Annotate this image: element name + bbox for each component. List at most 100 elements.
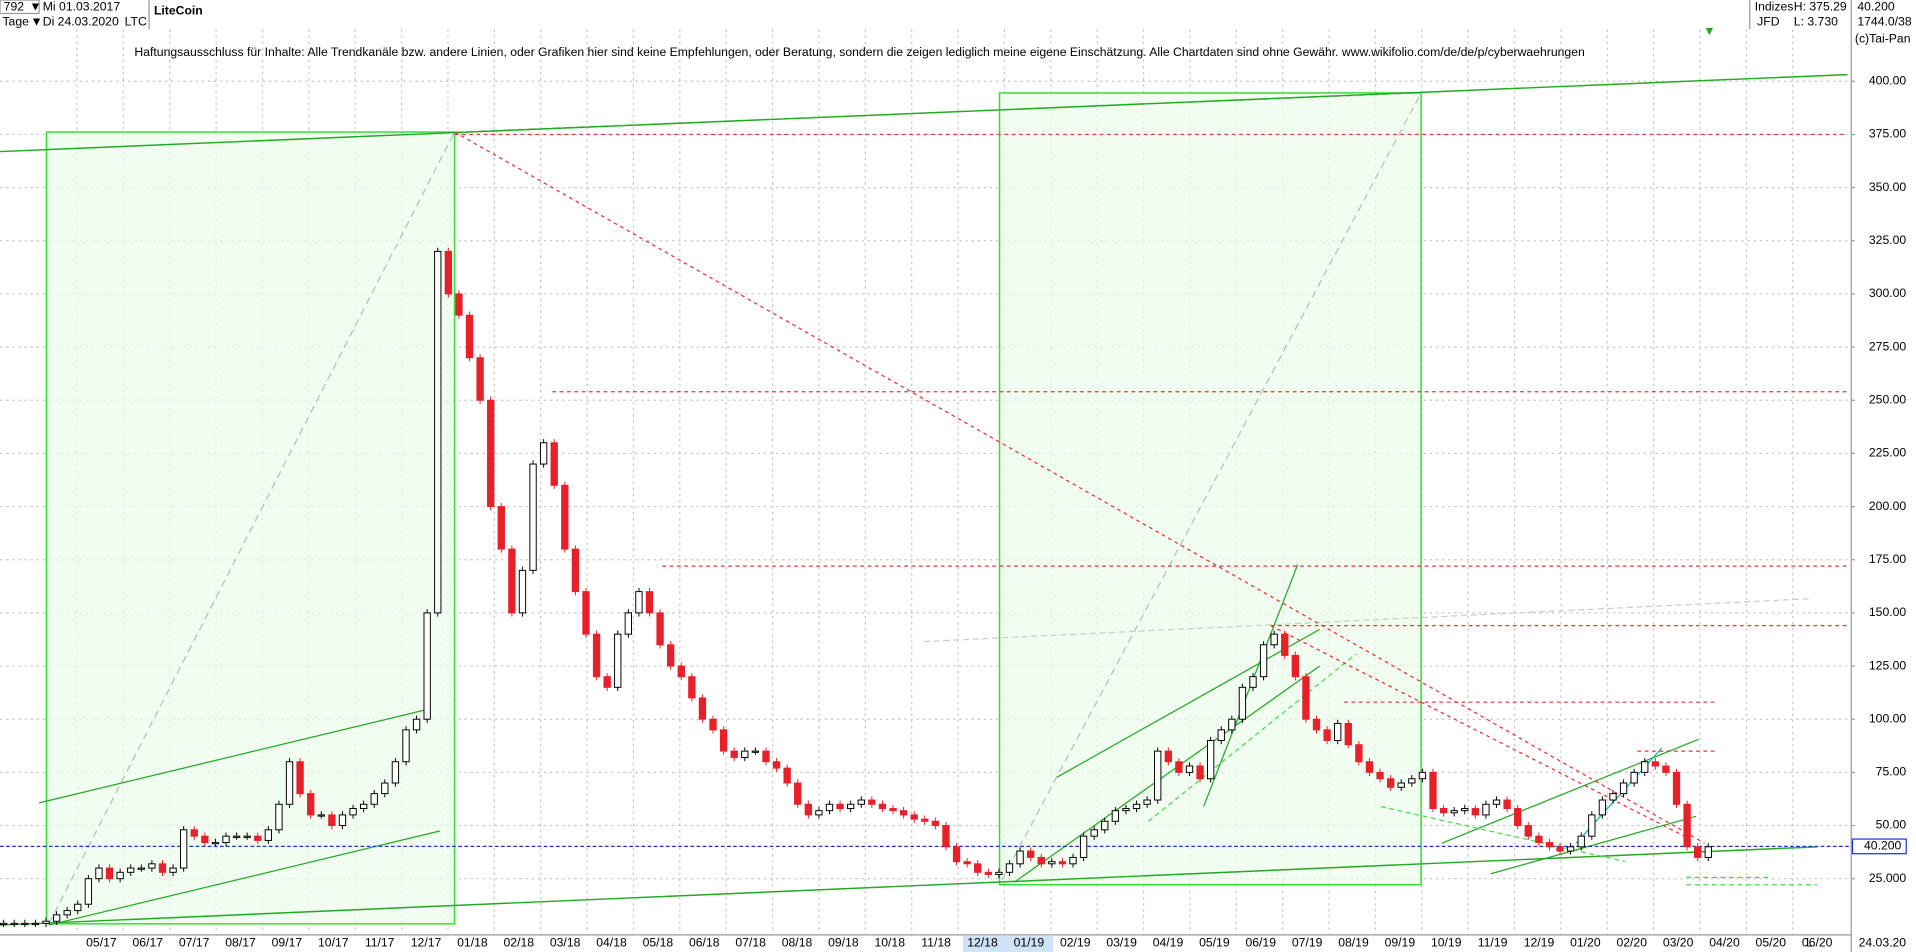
candle — [582, 591, 590, 635]
x-tick-label: 12/17 — [411, 936, 442, 950]
candle — [158, 863, 167, 873]
candle — [1482, 803, 1490, 816]
candle — [868, 799, 876, 805]
low: L: 3.730 — [1794, 14, 1838, 28]
candle — [730, 750, 738, 758]
trend-line — [1490, 815, 1697, 875]
candle — [1365, 761, 1374, 773]
marker: ▼ — [1703, 24, 1715, 38]
candle — [190, 829, 198, 837]
candle — [1154, 750, 1162, 801]
x-tick-label: 09/17 — [272, 936, 303, 950]
candle — [338, 814, 347, 827]
x-tick-label: 04/19 — [1153, 936, 1184, 950]
candle — [931, 820, 940, 827]
candle — [359, 803, 368, 810]
candles — [0, 247, 1712, 928]
x-tick-label: 01/18 — [457, 936, 488, 950]
diagonal — [1001, 92, 1422, 881]
last: 40.200 — [1857, 0, 1895, 14]
candle — [1090, 829, 1098, 837]
candle — [539, 442, 548, 465]
candle — [1058, 861, 1067, 865]
end-date-axis: 24.03.20 — [1859, 936, 1907, 950]
y-tick-label: 225.00 — [1869, 446, 1907, 460]
brand: (c)Tai-Pan — [1855, 31, 1911, 45]
current-label: 40.200 — [1864, 839, 1902, 853]
candle — [1334, 722, 1342, 741]
y-tick-label: 75.00 — [1876, 765, 1907, 779]
candle — [1016, 850, 1024, 865]
stats: 1744.0/38 — [1857, 14, 1912, 28]
candle — [719, 729, 728, 752]
candle — [1175, 761, 1183, 773]
x-tick-label: 10/17 — [318, 936, 349, 950]
x-tick-label: 02/18 — [504, 936, 535, 950]
candle — [529, 463, 537, 571]
candle — [1132, 803, 1141, 810]
candle — [677, 665, 685, 678]
candle — [1048, 861, 1056, 865]
x-tick-label: 09/18 — [828, 936, 859, 950]
high: H: 375.29 — [1794, 0, 1847, 14]
candle — [1566, 846, 1575, 852]
candle — [688, 676, 696, 699]
candle — [878, 803, 887, 810]
candle — [148, 863, 156, 869]
x-tick-label: 04/20 — [1709, 936, 1740, 950]
candle — [1281, 633, 1289, 656]
end-date: Di 24.03.2020 — [43, 14, 119, 28]
candle — [1694, 846, 1702, 858]
candle — [1079, 835, 1088, 858]
candle — [1556, 846, 1564, 852]
chart-title: LiteCoin — [154, 3, 203, 17]
candle — [518, 569, 527, 614]
candle — [762, 750, 770, 763]
x-tick-label: 05/20 — [1756, 936, 1787, 950]
axes: 25.000 50.00 75.00 100.00 125.00 150.00 175.00… — [86, 73, 1907, 950]
candle — [656, 612, 664, 646]
candle — [317, 814, 325, 817]
trend-line — [1441, 738, 1699, 844]
candle — [772, 761, 781, 769]
candle — [84, 878, 93, 905]
candle — [476, 357, 484, 401]
candle — [1196, 765, 1204, 780]
candle — [285, 761, 294, 805]
candle — [52, 914, 61, 922]
symbol: LTC — [125, 14, 147, 28]
candle — [116, 871, 124, 880]
candle — [1577, 835, 1585, 848]
candle — [1238, 686, 1247, 720]
candle — [1619, 782, 1628, 795]
x-tick-label: 10/18 — [874, 936, 905, 950]
candle — [1418, 771, 1427, 780]
disclaimer: Haftungsausschluss für Inhalte: Alle Tre… — [134, 45, 1584, 59]
candle — [571, 548, 580, 593]
candle — [1588, 814, 1596, 837]
candle — [222, 835, 230, 844]
candle — [127, 867, 135, 873]
trend-line — [1056, 628, 1320, 778]
candle — [952, 846, 961, 863]
x-tick-label: 11/19 — [1478, 936, 1508, 950]
candle — [899, 810, 908, 816]
y-tick-label: 125.00 — [1869, 658, 1907, 672]
candle — [804, 803, 812, 816]
candle — [508, 548, 516, 614]
candle — [254, 835, 262, 841]
candle — [74, 903, 82, 912]
trend-line — [38, 708, 431, 804]
x-tick-label: 06/19 — [1245, 936, 1276, 950]
candle — [984, 871, 992, 875]
period-highlight — [962, 936, 1054, 952]
count: 792 — [4, 0, 25, 14]
candle — [783, 767, 791, 784]
x-tick-label: 07/19 — [1292, 936, 1323, 950]
candle — [1662, 765, 1670, 773]
candle — [614, 633, 622, 688]
candle — [698, 697, 707, 720]
x-tick-label: 02/20 — [1616, 936, 1647, 950]
candle — [794, 782, 802, 805]
